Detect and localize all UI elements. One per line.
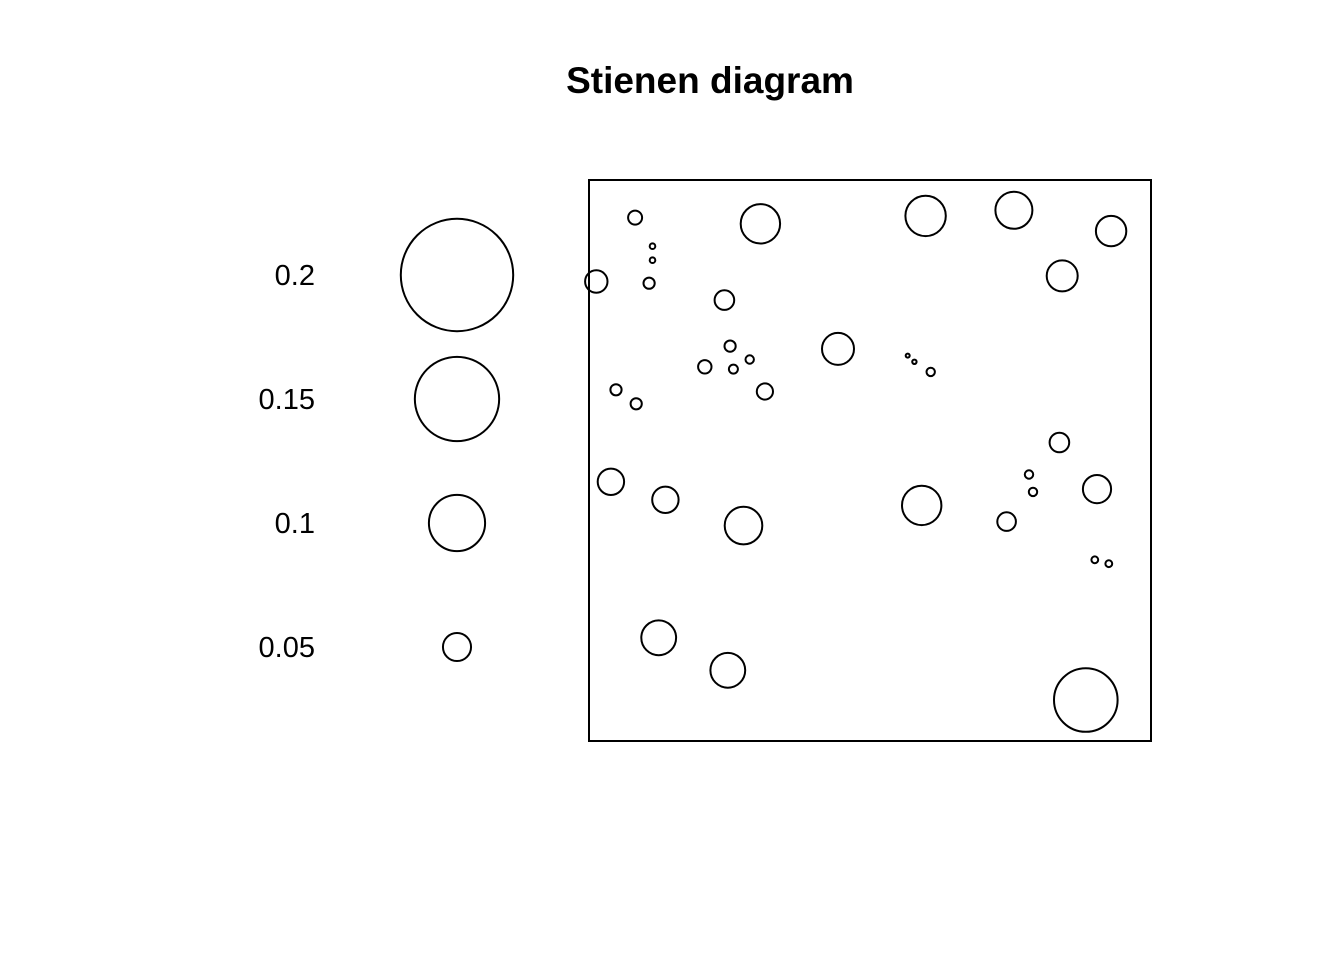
point-circle <box>901 484 943 527</box>
legend-label: 0.1 <box>275 508 315 540</box>
legend-label: 0.2 <box>275 260 315 292</box>
point-circle <box>727 363 739 375</box>
legend-circle <box>427 493 487 553</box>
chart-title: Stienen diagram <box>566 60 854 101</box>
legend-label: 0.05 <box>259 632 315 664</box>
point-circle <box>904 352 911 359</box>
point-circle <box>629 397 643 411</box>
point-circle <box>627 209 644 226</box>
point-circle <box>996 511 1017 532</box>
point-circle <box>904 194 947 238</box>
point-circle <box>1045 259 1079 293</box>
point-circle <box>723 339 737 353</box>
point-circle <box>1081 474 1113 505</box>
point-circle <box>609 383 623 397</box>
point-circle <box>596 467 626 496</box>
point-circle <box>739 203 782 245</box>
point-circle <box>709 651 747 689</box>
observation-window <box>588 179 1152 742</box>
point-circle <box>648 242 657 250</box>
point-circle <box>1048 431 1071 454</box>
point-circle <box>1023 469 1035 480</box>
point-circle <box>755 382 775 401</box>
point-circle <box>1104 559 1114 569</box>
point-circle <box>911 358 918 365</box>
point-circle <box>651 485 680 514</box>
legend-circle <box>441 631 473 663</box>
point-circle <box>697 359 713 375</box>
point-circle <box>1053 667 1119 733</box>
point-circle <box>640 619 678 657</box>
point-circle <box>994 190 1034 230</box>
point-circle <box>642 276 656 290</box>
point-circle <box>1090 555 1100 565</box>
legend-circle <box>413 355 501 443</box>
point-circle <box>713 289 736 311</box>
legend-label: 0.15 <box>259 384 315 416</box>
point-circle <box>584 269 609 294</box>
point-circle <box>723 505 764 546</box>
point-circle <box>1094 214 1128 248</box>
point-circle <box>744 354 755 365</box>
point-circle <box>925 366 936 378</box>
point-circles <box>584 190 1128 733</box>
size-legend: 0.2 0.15 0.1 0.05 <box>259 217 515 664</box>
point-circle <box>1027 486 1039 498</box>
legend-circle <box>399 217 515 333</box>
point-circle <box>648 256 657 265</box>
point-circle <box>821 331 855 366</box>
